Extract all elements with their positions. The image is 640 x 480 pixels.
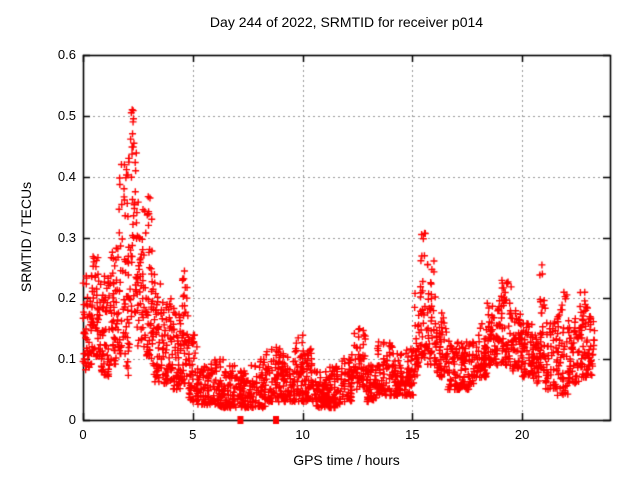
x-tick-label: 10 [295,427,310,442]
chart-title: Day 244 of 2022, SRMTID for receiver p01… [209,14,484,30]
y-tick-label: 0.2 [57,290,76,306]
x-tick-label: 0 [79,427,87,442]
y-tick-label: 0.5 [57,107,76,123]
y-tick-label: 0 [68,412,76,427]
y-tick-label: 0.3 [57,229,76,245]
y-tick-label: 0.4 [57,168,76,184]
y-tick-label: 0.1 [57,351,76,367]
x-axis-label: GPS time / hours [293,452,400,468]
y-tick-label: 0.6 [57,47,76,62]
x-tick-label: 15 [405,427,420,442]
x-tick-label: 20 [514,427,530,442]
x-tick-label: 5 [189,427,197,442]
